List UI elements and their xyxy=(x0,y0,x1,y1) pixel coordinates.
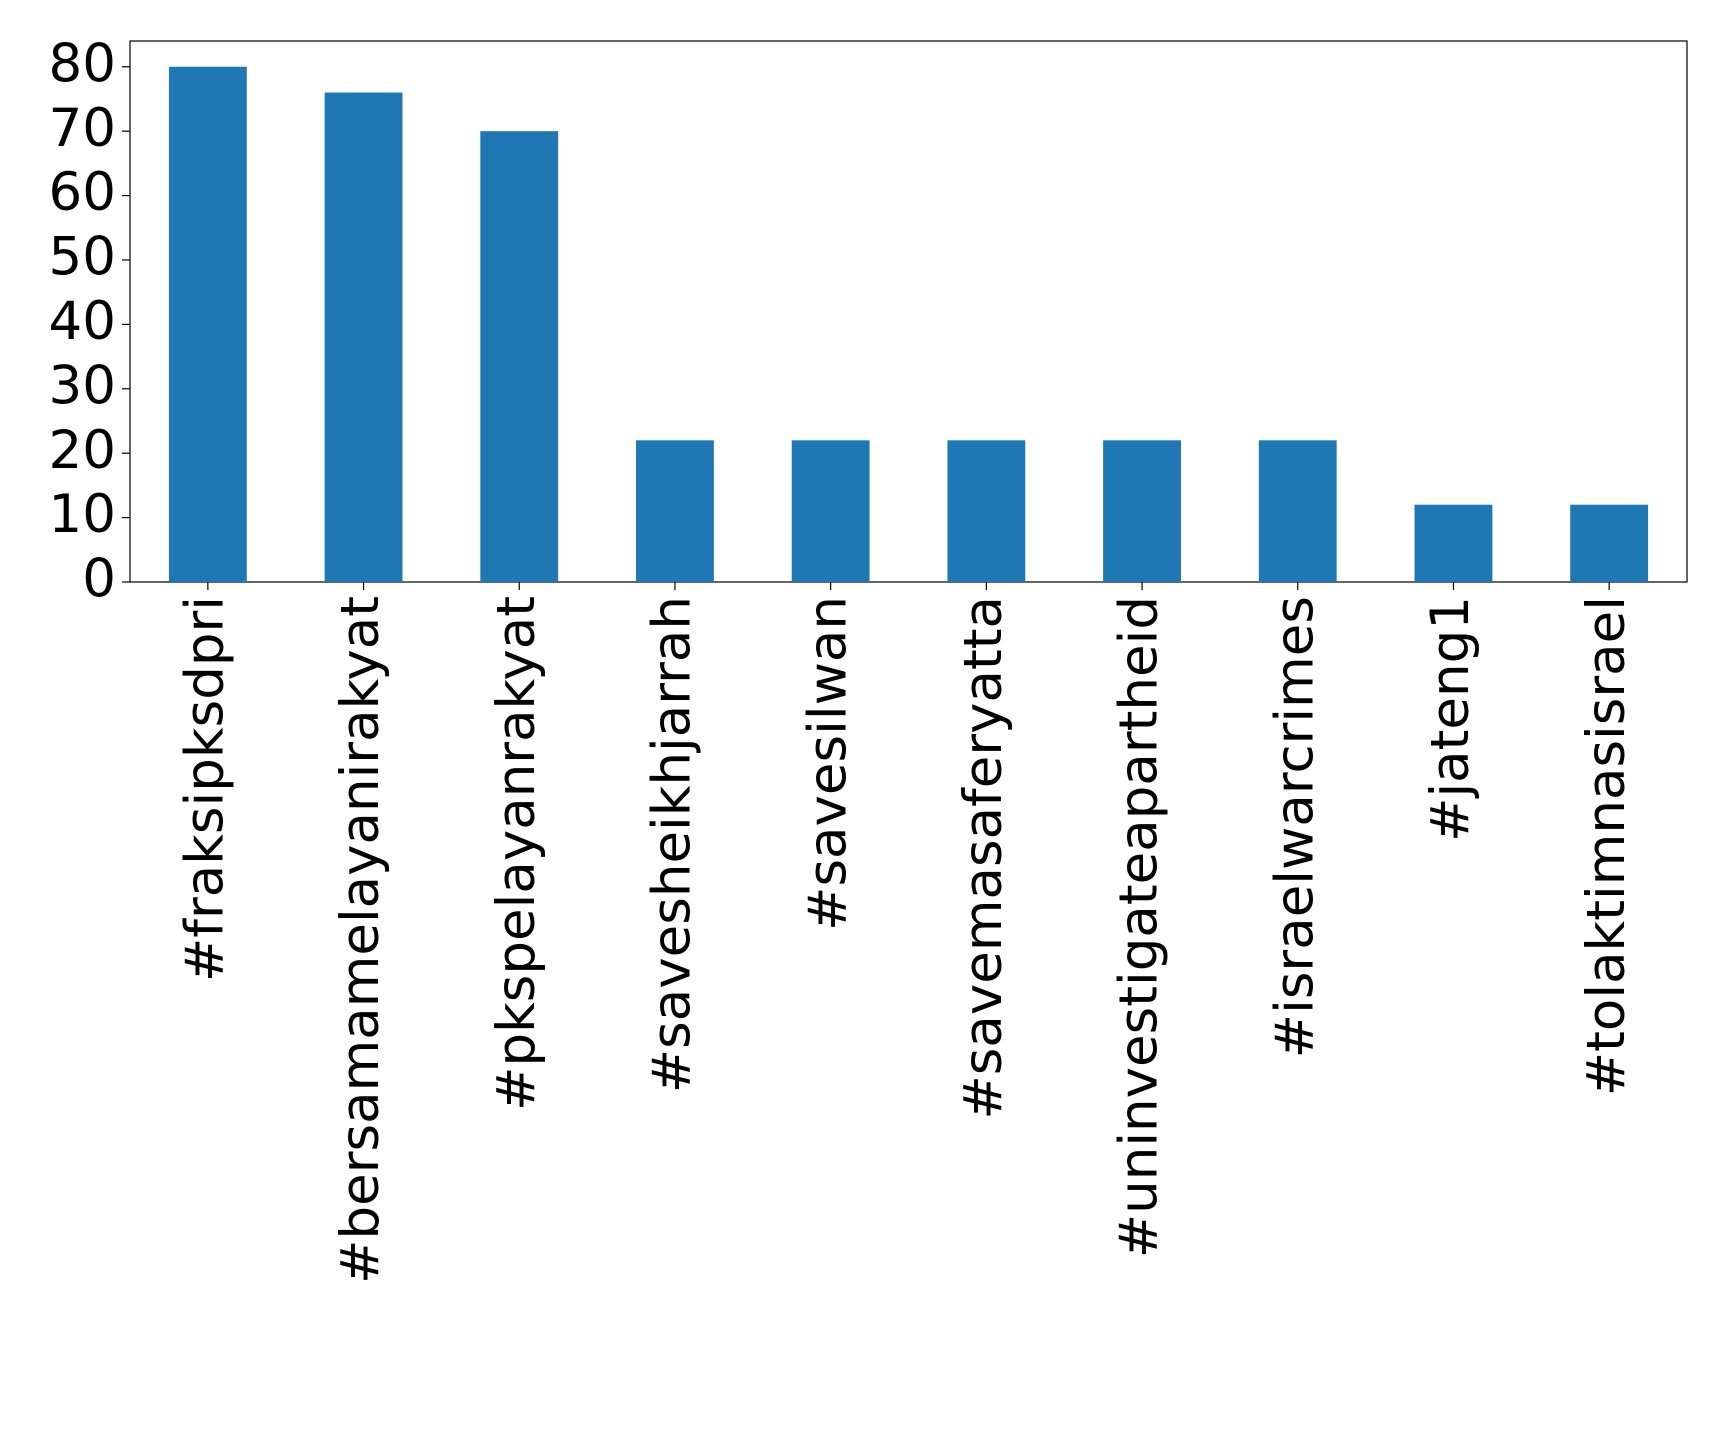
y-tick-label: 70 xyxy=(49,98,116,159)
y-tick-label: 40 xyxy=(49,291,116,352)
x-tick-label: #fraksipksdpri xyxy=(174,596,235,982)
y-tick-label: 50 xyxy=(49,227,116,288)
bar xyxy=(480,131,559,582)
bar xyxy=(168,66,247,582)
y-tick-label: 60 xyxy=(49,162,116,223)
bar xyxy=(947,440,1026,582)
x-tick-label: #uninvestigateapartheid xyxy=(1109,596,1170,1258)
bar xyxy=(1570,504,1649,582)
x-tick-label: #savemasaferyatta xyxy=(953,596,1014,1120)
x-tick-label: #pkspelayanrakyat xyxy=(486,596,547,1111)
bar xyxy=(1414,504,1493,582)
x-tick-label: #bersamamelayanirakyat xyxy=(330,596,391,1284)
y-tick-label: 10 xyxy=(49,484,116,545)
x-tick-label: #jateng1 xyxy=(1420,596,1481,842)
y-tick-label: 80 xyxy=(49,33,116,94)
x-tick-label: #savesheikhjarrah xyxy=(642,596,703,1093)
axes-frame xyxy=(129,40,1688,583)
bar xyxy=(324,92,403,583)
y-tick-label: 20 xyxy=(49,420,116,481)
bar xyxy=(1258,440,1337,582)
x-tick-label: #tolaktimnasisrael xyxy=(1576,596,1637,1096)
y-tick-label: 0 xyxy=(82,549,116,610)
bar xyxy=(1103,440,1181,582)
x-tick-label: #israelwarcrimes xyxy=(1264,596,1325,1058)
bar xyxy=(636,440,714,582)
y-tick-label: 30 xyxy=(49,355,116,416)
x-tick-label: #savesilwan xyxy=(797,596,858,931)
bar xyxy=(791,440,870,582)
